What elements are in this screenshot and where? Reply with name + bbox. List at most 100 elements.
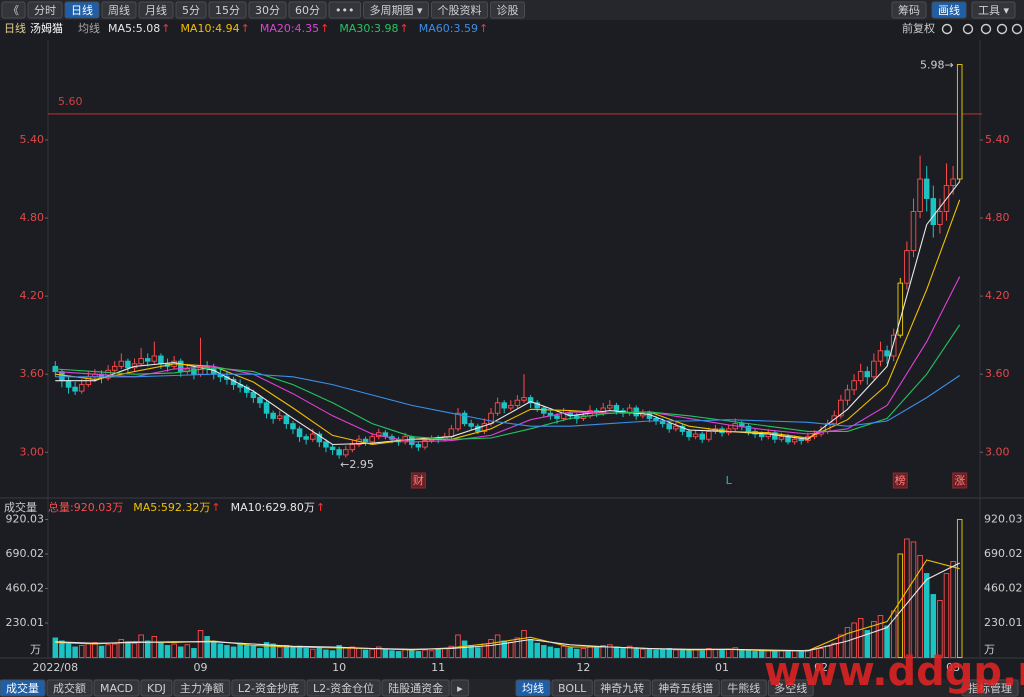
candle-body [613,404,620,412]
candle-body [59,371,65,382]
candle-body [554,415,560,419]
toolbar-button[interactable]: 日线 [71,3,93,17]
volume-bar [864,630,871,658]
indicator-tab[interactable]: 成交额 [53,681,86,695]
volume-bar [838,634,844,658]
adjust-mode[interactable]: 前复权 [902,21,935,35]
volume-bar [686,650,692,658]
toolbar-button[interactable]: 筹码 [898,3,920,17]
volume-bar [171,643,177,658]
indicator-tab[interactable]: ▸ [457,682,463,695]
indicator-tab[interactable]: 主力净额 [180,681,224,695]
toolbar-button[interactable]: 工具 ▾ [978,4,1009,17]
volume-bar [699,650,706,658]
legend-arrow: ↑ [241,22,250,35]
volume-bar [626,645,633,658]
volume-bar [118,639,125,658]
candle-body [263,402,270,414]
volume-bar [673,649,679,658]
toolbar-button[interactable]: 分时 [34,4,56,17]
candle-body [778,436,785,440]
indicator-tab[interactable]: L2-资金仓位 [313,681,374,695]
indicator-manage[interactable]: 指标管理 [968,681,1012,695]
legend-item: MA5:592.32万 [133,501,210,514]
volume-bar [92,642,98,658]
panel-title: 成交量 [4,500,37,514]
event-marker[interactable]: L [726,474,733,487]
legend-arrow: ↑ [320,22,329,35]
indicator-tab[interactable]: 神奇五线谱 [658,681,713,695]
toolbar-button-bg [138,1,174,19]
volume-bar [151,636,158,658]
indicator-tab[interactable]: 牛熊线 [727,681,760,695]
candle-body [626,407,633,414]
indicator-tab[interactable]: L2-资金抄底 [238,681,299,695]
volume-bar [923,573,930,658]
toolbar-button[interactable]: 多周期图 ▾ [369,3,422,17]
indicator-tab[interactable]: 成交量 [6,681,39,695]
y-tick-label-right: 3.00 [985,445,1010,458]
toolbar-button[interactable]: 5分 [182,4,200,17]
candle-body [910,211,917,252]
volume-bar [884,625,890,658]
toolbar-button[interactable]: 月线 [145,3,167,17]
volume-bar [943,573,950,658]
candle-body [455,412,461,430]
event-marker-bg [892,472,908,489]
volume-bar [613,646,620,658]
toolbar-button-bg [362,1,429,19]
candle-body [772,432,778,440]
event-marker[interactable]: 财 [413,473,424,487]
indicator-tab[interactable]: 神奇九转 [600,681,644,695]
toolbar-button-bg [288,1,327,19]
volume-bar [270,643,276,658]
candle-body [785,436,791,443]
volume-bar [59,640,65,658]
low-label: ←2.95 [340,458,374,471]
toolbar-button[interactable]: 《 [8,4,19,17]
ma-line [55,276,961,443]
toolbar-button[interactable]: 画线 [938,3,960,17]
candle-body [415,444,422,448]
candle-body [508,404,514,409]
indicator-tab[interactable]: BOLL [558,682,587,695]
toolbar-button[interactable]: 诊股 [497,3,519,17]
event-marker[interactable]: 涨 [954,474,965,487]
event-marker[interactable]: 榜 [895,473,906,487]
ma-line [55,373,961,427]
toolbar-button[interactable]: 个股资料 [438,3,482,17]
candle-body [448,428,455,438]
indicator-tab[interactable]: 陆股通资金 [388,681,443,695]
volume-bar [395,651,402,658]
toolbar-button-bg [971,1,1016,19]
y-tick-label: 230.01 [6,616,45,629]
x-tick-label: 11 [431,661,445,674]
x-tick-label: 03 [946,661,960,674]
toolbar-button[interactable]: 60分 [295,4,320,17]
toolbar-button[interactable]: 30分 [255,4,280,17]
toolbar-button-bg [431,1,488,19]
volume-bar [78,645,85,658]
indicator-tab[interactable]: MACD [100,682,133,695]
indicator-tab[interactable]: 均线 [522,681,544,695]
volume-bar [560,645,567,658]
volume-total: 总量:920.03万 [48,500,123,514]
candle-body [125,360,131,369]
indicator-tab[interactable]: KDJ [147,682,166,695]
indicator-tab[interactable]: 多空线 [774,681,807,695]
toolbar-button[interactable]: ••• [335,4,354,17]
horizontal-line-label: 5.60 [58,95,83,108]
toolbar-button[interactable]: 周线 [108,3,130,17]
candle-body [791,438,798,443]
toolbar-button[interactable]: 15分 [215,4,240,17]
candle-body [950,178,956,186]
volume-bar [508,642,514,658]
candle-body [521,397,527,401]
watermark: www.ddgp.net [764,649,1024,695]
toolbar-button-bg [490,1,525,19]
candle-body [343,449,349,456]
volume-bar [600,645,606,658]
indicator-tab-bg [450,679,470,697]
candle-body [270,412,276,419]
toolbar-button-bg [891,1,927,19]
